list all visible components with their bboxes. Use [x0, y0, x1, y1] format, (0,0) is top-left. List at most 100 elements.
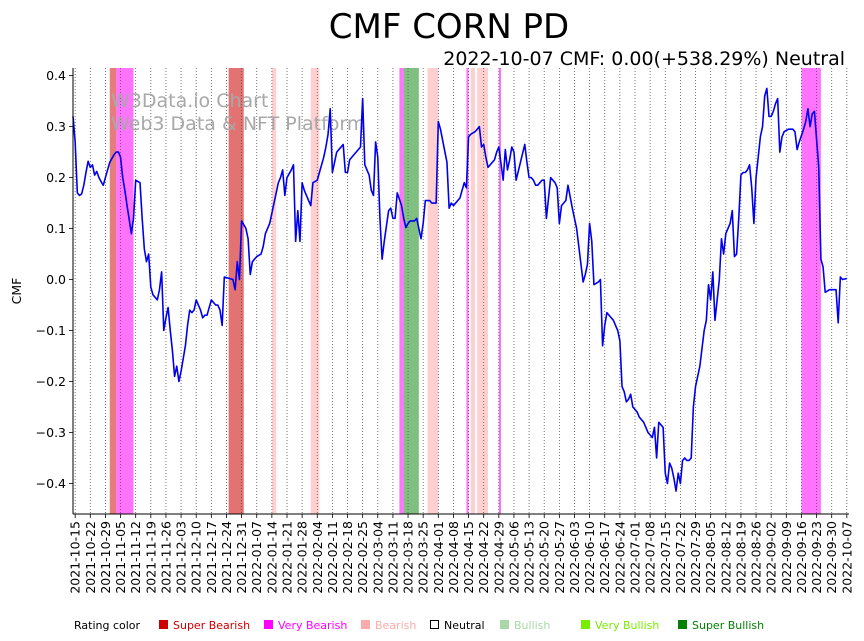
x-tick-label: 2022-06-03	[567, 521, 582, 594]
x-tick-label: 2022-04-08	[446, 521, 461, 594]
x-tick-label: 2022-10-07	[839, 521, 854, 594]
x-tick-label: 2022-03-18	[401, 521, 416, 594]
x-tick-label: 2022-04-22	[476, 521, 491, 594]
x-axis-ticks: 2021-10-15 2021-10-22 2021-10-29 2021-11-05…	[68, 514, 854, 594]
legend-swatch	[430, 620, 439, 629]
legend-swatch	[264, 620, 273, 629]
x-tick-label: 2022-09-16	[794, 521, 809, 594]
legend-label: Super Bullish	[692, 619, 764, 632]
x-tick-label: 2022-02-25	[355, 521, 370, 594]
x-tick-label: 2022-04-29	[491, 521, 506, 594]
x-tick-label: 2022-01-14	[264, 521, 279, 594]
x-tick-label: 2022-07-01	[628, 521, 643, 594]
rating-band	[477, 68, 489, 514]
x-tick-label: 2022-08-26	[749, 521, 764, 594]
x-tick-label: 2021-10-15	[68, 521, 83, 594]
y-tick-label: −0.4	[36, 476, 66, 491]
legend-title: Rating color	[74, 619, 141, 632]
x-tick-label: 2022-01-28	[295, 521, 310, 594]
x-tick-label: 2022-09-23	[809, 521, 824, 594]
x-tick-label: 2021-11-05	[113, 521, 128, 594]
chart-subtitle: 2022-10-07 CMF: 0.00(+538.29%) Neutral	[443, 48, 845, 70]
y-tick-label: 0.0	[46, 272, 66, 287]
rating-band	[466, 68, 469, 514]
watermark-line-1: W3Data.io Chart	[111, 90, 268, 112]
x-tick-label: 2022-02-04	[310, 521, 325, 594]
y-axis-label: CMF	[9, 278, 24, 305]
x-tick-label: 2021-12-10	[189, 521, 204, 594]
x-tick-label: 2022-09-02	[764, 521, 779, 594]
rating-bands	[109, 68, 821, 514]
legend-label: Super Bearish	[173, 619, 250, 632]
y-tick-label: 0.3	[46, 119, 66, 134]
x-tick-label: 2022-01-07	[249, 521, 264, 594]
x-tick-label: 2022-09-30	[824, 521, 839, 594]
x-tick-label: 2022-01-21	[279, 521, 294, 594]
x-tick-label: 2022-09-09	[779, 521, 794, 594]
axes	[72, 68, 849, 515]
x-tick-label: 2022-08-19	[733, 521, 748, 594]
x-tick-label: 2022-03-25	[416, 521, 431, 594]
x-tick-label: 2021-10-22	[83, 521, 98, 594]
x-tick-label: 2022-02-11	[325, 521, 340, 594]
x-tick-label: 2022-08-05	[703, 521, 718, 594]
x-tick-label: 2022-04-15	[461, 521, 476, 594]
legend-swatch	[500, 620, 509, 629]
chart-title: CMF CORN PD	[329, 7, 570, 47]
legend-swatch	[159, 620, 168, 629]
x-tick-label: 2022-06-17	[597, 521, 612, 594]
legend-label: Bullish	[514, 619, 550, 632]
legend-label: Very Bearish	[278, 619, 347, 632]
y-tick-label: 0.1	[46, 221, 66, 236]
x-tick-label: 2021-11-12	[128, 521, 143, 594]
cmf-series	[72, 87, 848, 492]
x-tick-label: 2021-12-31	[234, 521, 249, 594]
x-tick-label: 2022-05-20	[537, 521, 552, 594]
watermark: W3Data.io Chart Web3 Data & NFT Platform	[111, 90, 365, 135]
rating-band	[310, 68, 320, 514]
y-tick-label: 0.2	[46, 170, 66, 185]
y-tick-label: 0.4	[46, 68, 66, 83]
x-tick-label: 2021-12-24	[219, 521, 234, 594]
x-tick-label: 2022-05-13	[522, 521, 537, 594]
x-tick-label: 2021-11-19	[143, 521, 158, 594]
x-tick-label: 2022-03-04	[370, 521, 385, 594]
rating-band	[498, 68, 501, 514]
legend-label: Neutral	[444, 619, 485, 632]
rating-band	[271, 68, 277, 514]
legend-swatch	[678, 620, 687, 629]
x-tick-label: 2022-04-01	[431, 521, 446, 594]
rating-band	[399, 68, 404, 514]
x-tick-label: 2022-05-27	[552, 521, 567, 594]
x-tick-label: 2022-02-18	[340, 521, 355, 594]
rating-band	[109, 68, 117, 514]
y-axis-ticks: −0.4 −0.3 −0.2 −0.1 0.0 0.1 0.2 0.3 0.4	[36, 68, 73, 491]
x-tick-label: 2022-07-22	[673, 521, 688, 594]
cmf-line	[72, 87, 848, 492]
x-tick-label: 2022-05-06	[506, 521, 521, 594]
legend-label: Very Bullish	[595, 619, 659, 632]
watermark-line-2: Web3 Data & NFT Platform	[111, 113, 365, 135]
x-tick-label: 2022-07-15	[658, 521, 673, 594]
x-tick-label: 2022-03-11	[385, 521, 400, 594]
x-tick-label: 2022-07-29	[688, 521, 703, 594]
legend-swatch	[361, 620, 370, 629]
x-tick-label: 2022-08-12	[718, 521, 733, 594]
x-tick-label: 2021-10-29	[98, 521, 113, 594]
y-tick-label: −0.2	[36, 374, 66, 389]
rating-band	[427, 68, 439, 514]
x-tick-label: 2021-11-26	[158, 521, 173, 594]
x-tick-label: 2022-06-10	[582, 521, 597, 594]
legend-swatch	[581, 620, 590, 629]
rating-band	[470, 68, 476, 514]
y-tick-label: −0.3	[36, 425, 66, 440]
vertical-gridlines	[74, 68, 848, 514]
y-tick-label: −0.1	[36, 323, 66, 338]
x-tick-label: 2022-06-24	[612, 521, 627, 594]
x-tick-label: 2021-12-03	[174, 521, 189, 594]
rating-band	[403, 68, 419, 514]
legend-label: Bearish	[375, 619, 416, 632]
rating-band	[228, 68, 244, 514]
x-tick-label: 2022-07-08	[643, 521, 658, 594]
